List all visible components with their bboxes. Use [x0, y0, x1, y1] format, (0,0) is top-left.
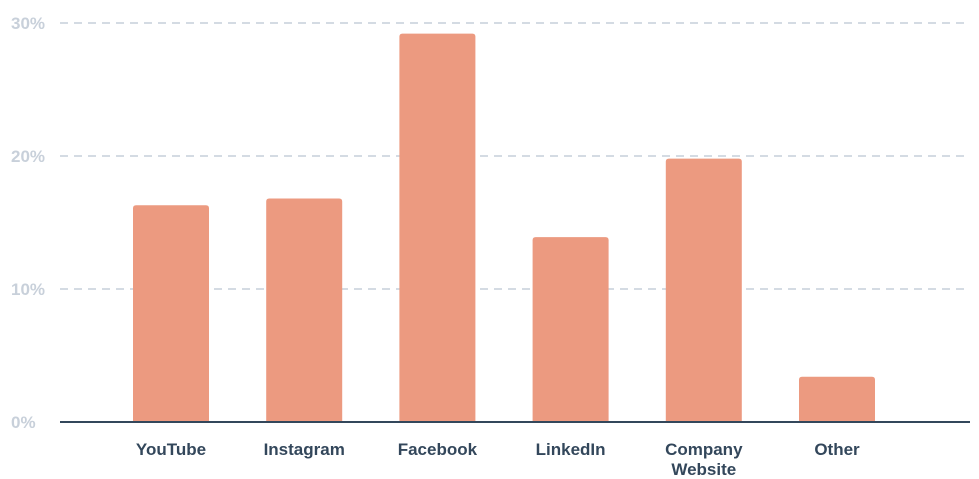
bar — [399, 33, 476, 422]
x-axis-labels: YouTube Instagram Facebook LinkedIn Company W… — [136, 440, 860, 479]
x-tick-label: Facebook — [398, 440, 478, 459]
x-tick-label: YouTube — [136, 440, 206, 459]
x-tick-label-line: YouTube — [136, 440, 206, 459]
y-tick-label: 10% — [11, 280, 45, 299]
x-tick-label: Other — [814, 440, 860, 459]
x-tick-label: LinkedIn — [536, 440, 606, 459]
x-tick-label-line: Company — [665, 440, 743, 459]
y-tick-label: 0% — [11, 413, 36, 432]
y-tick-label: 30% — [11, 14, 45, 33]
x-tick-label: Instagram — [264, 440, 345, 459]
bar — [133, 205, 209, 422]
x-tick-label-line: LinkedIn — [536, 440, 606, 459]
bars — [133, 33, 875, 422]
bar — [665, 158, 742, 422]
bar — [532, 237, 609, 422]
x-tick-label-line: Facebook — [398, 440, 478, 459]
y-tick-label: 20% — [11, 147, 45, 166]
bar — [266, 198, 343, 422]
gridlines — [60, 22, 970, 290]
x-tick-label-line: Website — [671, 460, 736, 479]
y-axis-ticks: 0% 10% 20% 30% — [11, 14, 45, 432]
x-tick-label-line: Instagram — [264, 440, 345, 459]
x-tick-label-line: Other — [814, 440, 860, 459]
bar — [799, 376, 875, 422]
x-tick-label: Company Website — [665, 440, 743, 479]
